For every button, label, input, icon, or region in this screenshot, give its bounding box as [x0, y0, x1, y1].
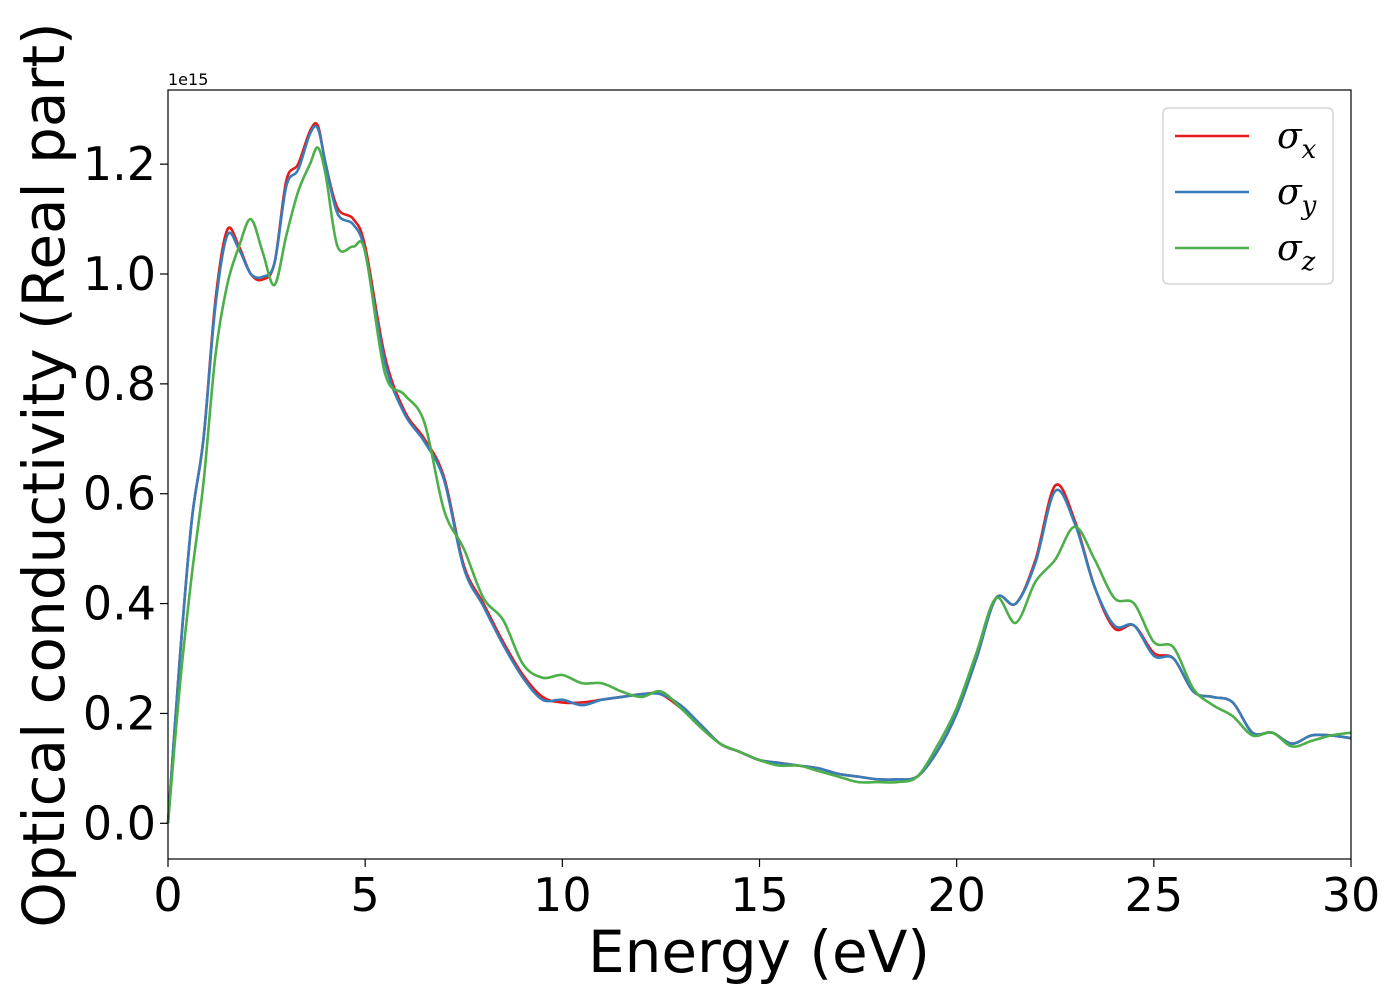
y-tick-label: 1.0 — [83, 247, 156, 301]
y-tick-label: 0.2 — [83, 686, 156, 740]
y-offset-text: 1e15 — [168, 70, 208, 89]
x-tick-label: 25 — [1125, 868, 1184, 922]
y-axis-title: Optical conductivity (Real part) — [10, 22, 78, 927]
legend-label-z: σz — [1277, 228, 1316, 277]
legend-label-x: σx — [1277, 116, 1317, 165]
legend-box — [1162, 107, 1334, 285]
x-tick-label: 10 — [533, 868, 592, 922]
y-tick-label: 0.0 — [83, 796, 156, 850]
y-axis: 0.0 0.2 0.4 0.6 0.8 1.0 1.2 — [83, 137, 168, 850]
legend-label-y: σy — [1277, 172, 1317, 221]
x-tick-label: 20 — [927, 868, 986, 922]
series-layer — [166, 122, 1352, 824]
y-tick-label: 0.6 — [83, 467, 156, 521]
x-tick-label: 5 — [351, 868, 380, 922]
series-line-z — [166, 146, 1352, 824]
legend: σx σy σz — [1162, 107, 1334, 285]
x-tick-label: 0 — [153, 868, 182, 922]
x-tick-label: 15 — [730, 868, 789, 922]
x-tick-label: 30 — [1322, 868, 1381, 922]
y-tick-label: 0.4 — [83, 577, 156, 631]
y-tick-label: 0.8 — [83, 357, 156, 411]
x-axis: 0 5 10 15 20 25 30 — [153, 859, 1380, 922]
y-tick-label: 1.2 — [83, 137, 156, 191]
x-axis-title: Energy (eV) — [588, 918, 930, 986]
